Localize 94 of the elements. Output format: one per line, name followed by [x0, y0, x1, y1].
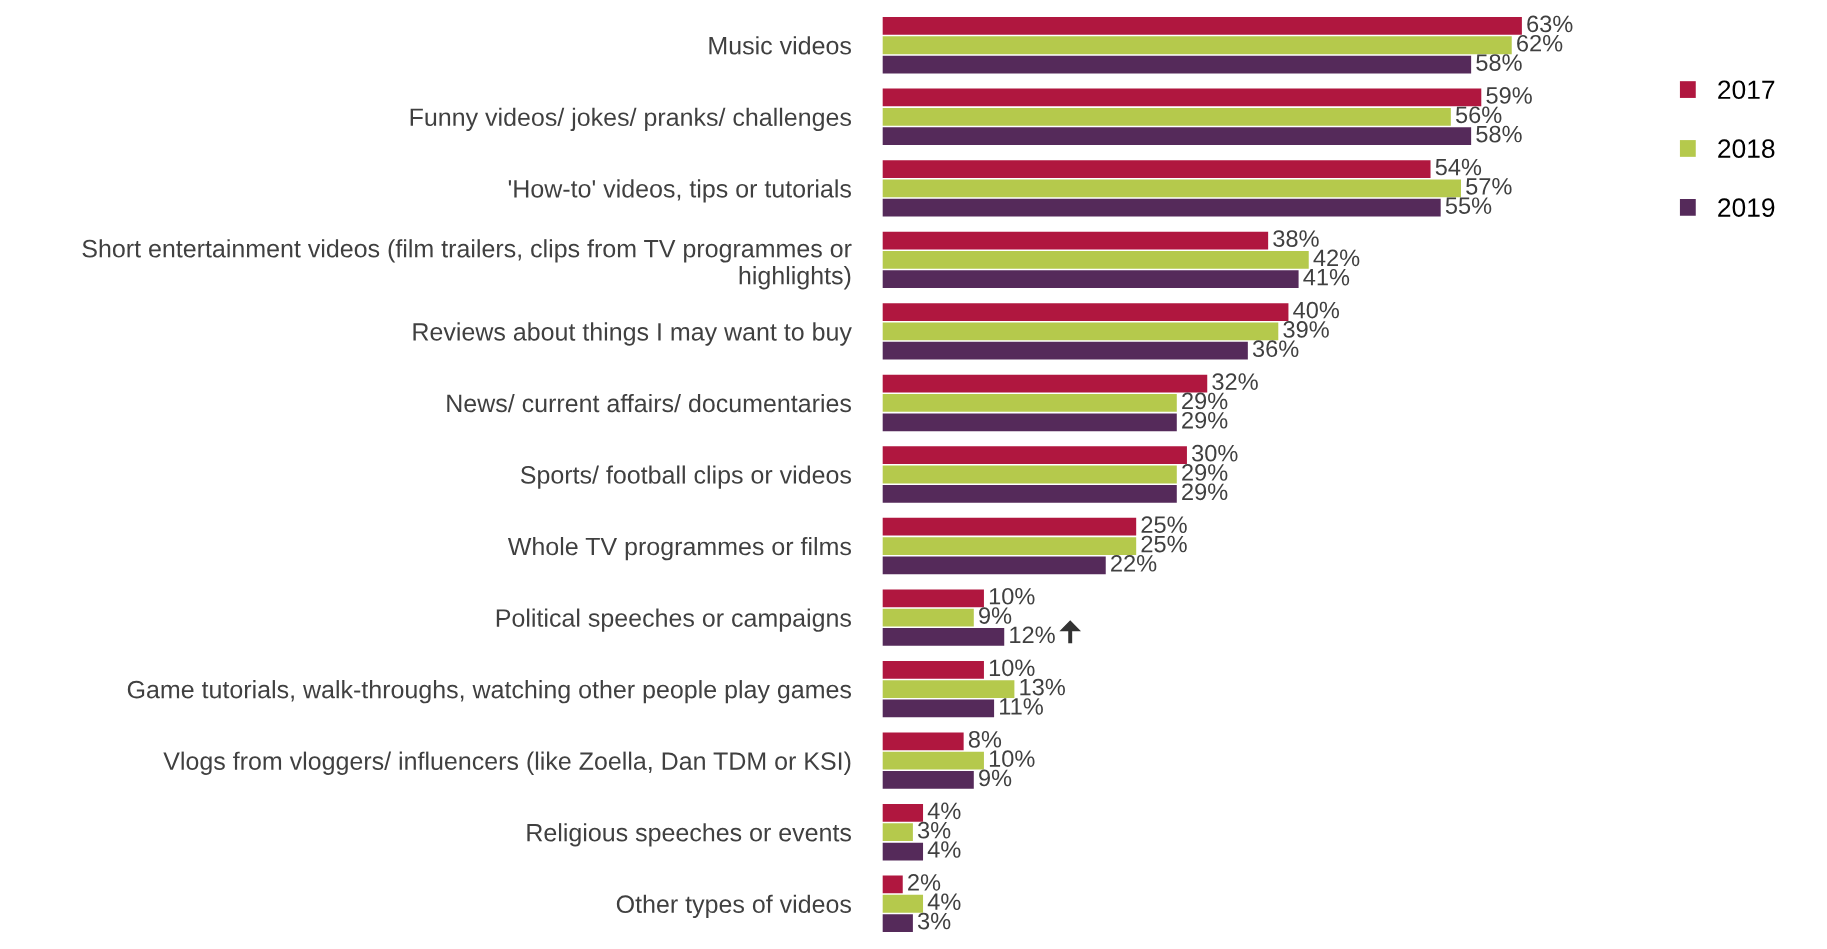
bar	[882, 914, 913, 932]
bar	[882, 107, 1451, 126]
bar	[882, 875, 903, 894]
bar	[882, 341, 1248, 360]
data-label: 25%	[1141, 516, 1187, 534]
bar	[882, 55, 1472, 74]
data-label: 13%	[1020, 678, 1065, 696]
bar	[882, 894, 924, 913]
y-tick-label: Game tutorials, walk-throughs, watching other people play games	[127, 680, 852, 704]
data-label: 10%	[989, 587, 1035, 605]
data-label: 36%	[1252, 340, 1299, 358]
data-label: 58%	[1476, 54, 1522, 71]
y-tick-label: Short entertainment videos (film trailers, clips from TV programmes or highlights)	[82, 239, 852, 290]
bar	[882, 322, 1279, 341]
y-tick-label: Vlogs from vloggers/ influencers (like Zoella, Dan TDM or KSI)	[163, 751, 851, 775]
legend-label: 2019	[1718, 198, 1775, 217]
legend-label: 2018	[1718, 139, 1775, 159]
data-label: 56%	[1455, 106, 1502, 124]
data-label: 3%	[917, 821, 951, 839]
bar	[882, 751, 984, 770]
data-label: 57%	[1466, 178, 1512, 195]
bar	[882, 771, 974, 789]
y-tick-label: Reviews about things I may want to buy	[413, 322, 852, 346]
data-label: 10%	[989, 659, 1035, 677]
bar	[882, 198, 1441, 217]
bar	[882, 842, 924, 861]
data-label: 4%	[927, 802, 961, 820]
bar	[882, 446, 1187, 465]
bar	[882, 17, 1522, 35]
bar	[882, 680, 1015, 699]
data-label: 10%	[989, 750, 1035, 767]
bar	[882, 231, 1269, 250]
y-tick-label: 'How-to' videos, tips or tutorials	[508, 179, 851, 203]
data-label: 25%	[1141, 535, 1187, 553]
data-label: 29%	[1182, 483, 1228, 501]
bar	[882, 589, 984, 608]
y-tick-label: Funny videos/ jokes/ pranks/ challenges	[410, 107, 852, 132]
bar	[882, 804, 924, 822]
legend-label: 2017	[1718, 80, 1775, 100]
data-label: 29%	[1182, 464, 1228, 481]
bar	[882, 160, 1431, 178]
bar	[882, 608, 974, 627]
bar	[882, 127, 1472, 145]
data-label: 8%	[968, 730, 1002, 748]
data-label: 54%	[1435, 158, 1482, 176]
data-label: 59%	[1486, 87, 1532, 104]
bar	[882, 270, 1299, 289]
data-label: 55%	[1445, 197, 1492, 214]
data-label: 9%	[979, 607, 1012, 624]
data-label: 63%	[1527, 15, 1573, 33]
data-label: 29%	[1182, 392, 1228, 410]
bar	[882, 484, 1177, 503]
data-label: 39%	[1283, 321, 1329, 338]
bar	[882, 699, 995, 718]
bar	[882, 823, 913, 842]
data-label: 12%	[1010, 626, 1055, 644]
data-label: 41%	[1303, 268, 1350, 286]
y-tick-label: News/ current affairs/ documentaries	[447, 393, 852, 413]
y-tick-label: Other types of videos	[616, 894, 851, 918]
bar	[882, 374, 1208, 393]
y-tick-label: Religious speeches or events	[527, 823, 851, 847]
bar	[882, 517, 1137, 536]
bar	[882, 36, 1512, 55]
data-label: 29%	[1182, 411, 1228, 429]
data-label: 38%	[1273, 230, 1319, 247]
bar	[882, 303, 1289, 321]
data-label: 11%	[1000, 698, 1043, 715]
data-label: 40%	[1293, 301, 1340, 319]
data-label: 4%	[927, 841, 961, 858]
data-label: 32%	[1212, 373, 1258, 390]
y-tick-label: Political speeches or campaigns	[496, 608, 851, 632]
y-tick-label: Music videos	[709, 36, 851, 55]
bar	[882, 556, 1106, 575]
bar	[882, 732, 964, 751]
bar	[882, 660, 984, 679]
data-label: 3%	[917, 912, 951, 930]
bar	[882, 628, 1005, 646]
data-label: 58%	[1476, 125, 1522, 143]
bar	[882, 413, 1177, 432]
bar	[882, 537, 1137, 555]
bar	[882, 88, 1482, 107]
data-label: 30%	[1192, 444, 1238, 462]
data-label: 2%	[908, 874, 941, 891]
data-label: 9%	[979, 769, 1012, 787]
bar	[882, 465, 1177, 484]
bar	[882, 179, 1461, 198]
data-label: 62%	[1517, 34, 1563, 52]
data-label: 4%	[927, 893, 961, 910]
bar	[882, 394, 1177, 412]
y-tick-label: Whole TV programmes or films	[507, 536, 851, 561]
data-label: 42%	[1313, 249, 1360, 267]
y-tick-label: Sports/ football clips or videos	[520, 465, 851, 489]
bar	[882, 250, 1309, 269]
data-label: 22%	[1111, 554, 1157, 572]
